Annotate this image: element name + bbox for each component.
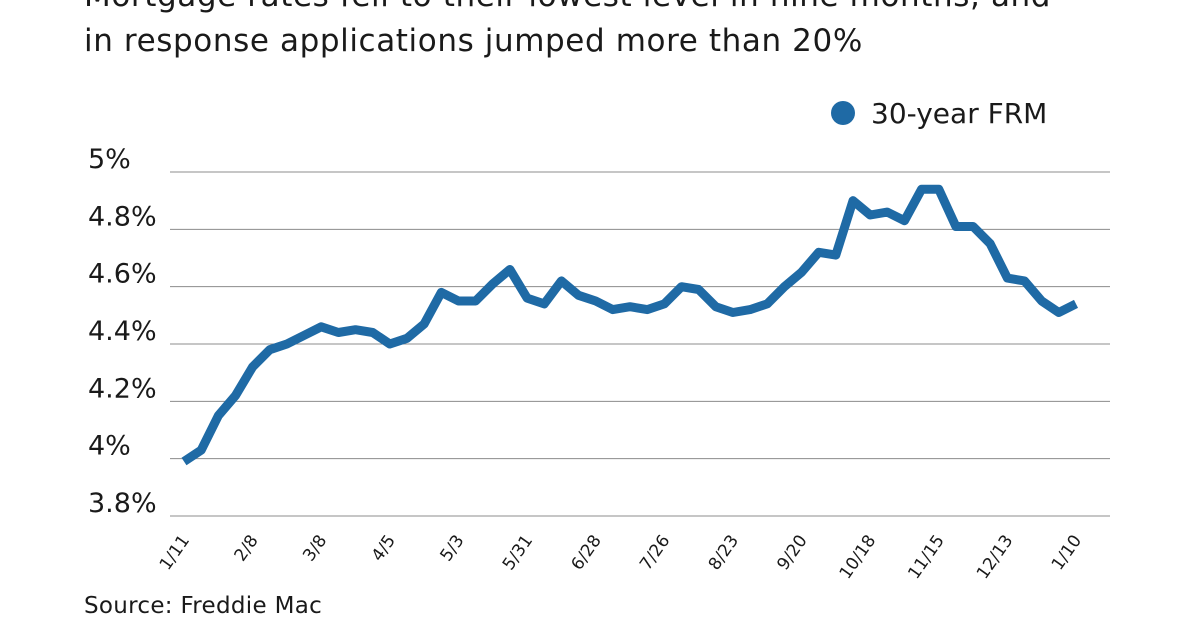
- y-tick-label: 4.8%: [88, 201, 157, 232]
- chart-title: Mortgage rates fell to their lowest leve…: [84, 0, 1050, 59]
- x-tick-label: 11/15: [904, 531, 948, 583]
- x-tick-label: 3/8: [299, 531, 331, 565]
- x-tick-label: 7/26: [636, 531, 674, 574]
- y-axis-ticks: 5% 4.8% 4.6% 4.4% 4.2% 4% 3.8%: [88, 144, 157, 519]
- legend-label: 30-year FRM: [871, 97, 1047, 130]
- source-note: Source: Freddie Mac: [84, 593, 323, 619]
- x-tick-label: 5/3: [436, 531, 468, 565]
- x-tick-label: 5/31: [499, 531, 537, 574]
- x-tick-label: 10/18: [836, 531, 880, 583]
- x-tick-label: 9/20: [773, 531, 811, 574]
- x-tick-label: 8/23: [705, 531, 743, 574]
- y-tick-label: 4.6%: [88, 259, 157, 290]
- y-tick-label: 3.8%: [88, 488, 157, 519]
- x-tick-label: 4/5: [368, 531, 400, 565]
- legend: 30-year FRM: [831, 97, 1047, 130]
- x-tick-label: 1/10: [1048, 531, 1086, 574]
- y-tick-label: 5%: [88, 144, 131, 175]
- x-axis-ticks: 1/11 2/8 3/8 4/5 5/3 5/31 6/28 7/26 8/23 9/20 10/1…: [156, 531, 1086, 583]
- series-line-30-year-frm: [181, 184, 1079, 466]
- y-tick-label: 4.2%: [88, 373, 157, 404]
- x-tick-label: 1/11: [156, 531, 194, 574]
- y-tick-label: 4.4%: [88, 316, 157, 347]
- series-lines: [181, 184, 1079, 466]
- y-tick-label: 4%: [88, 431, 131, 462]
- x-tick-label: 2/8: [231, 531, 263, 565]
- x-tick-label: 6/28: [568, 531, 606, 574]
- legend-marker: [831, 101, 855, 125]
- x-tick-label: 12/13: [973, 531, 1017, 583]
